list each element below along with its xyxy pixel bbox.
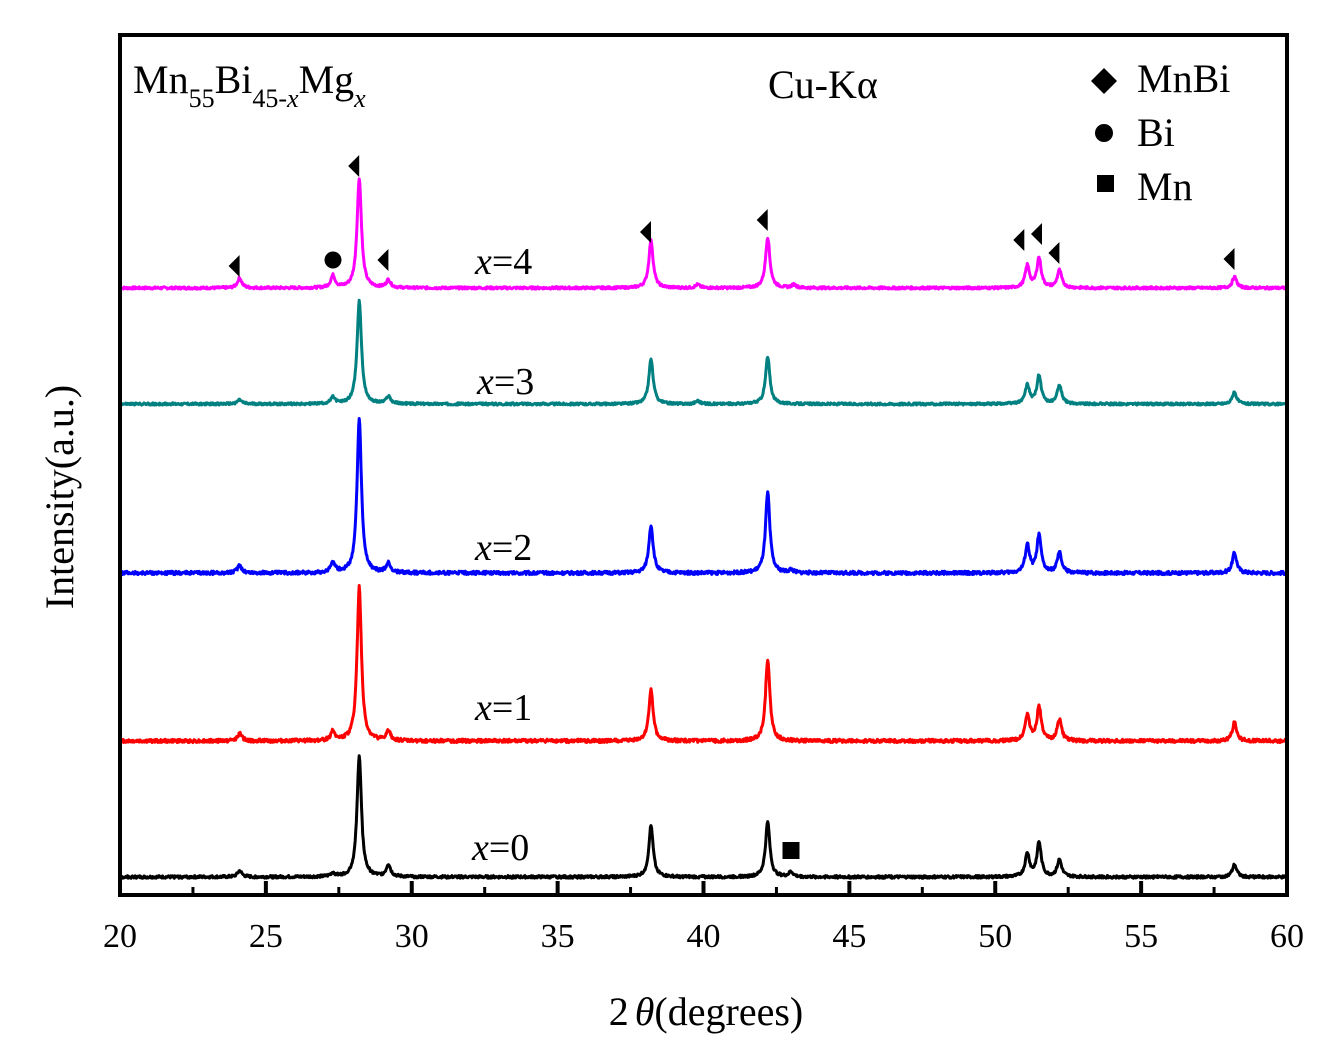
mnbi-peak-marker — [1223, 248, 1235, 270]
axis-layer: 20 25 30 35 40 45 50 55 60 — [103, 881, 1304, 955]
peak-marker-layer — [228, 155, 1235, 859]
mnbi-peak-marker — [377, 249, 389, 271]
series-line-0 — [119, 177, 1289, 291]
x-tick-label: 35 — [541, 918, 575, 955]
mnbi-peak-marker — [1031, 223, 1043, 245]
legend-marker-square — [1097, 175, 1114, 192]
series-label-3: x=1 — [474, 687, 532, 729]
mnbi-peak-marker — [640, 221, 652, 243]
series-label-1: x=3 — [476, 361, 534, 403]
mnbi-peak-marker — [228, 255, 240, 277]
x-tick-label: 60 — [1270, 918, 1304, 955]
legend-label-bi: Bi — [1137, 110, 1175, 155]
x-tick-label: 40 — [687, 918, 721, 955]
composition-label: Mn55Bi45-xMgx — [133, 57, 366, 113]
series-line-1 — [118, 298, 1289, 407]
x-tick-label: 25 — [249, 918, 283, 955]
x-tick-label: 55 — [1124, 918, 1158, 955]
mnbi-peak-marker — [1013, 229, 1025, 251]
legend-marker-circle — [1095, 124, 1113, 142]
series-line-2 — [118, 417, 1289, 577]
bi-peak-marker — [324, 251, 342, 269]
series-label-4: x=0 — [471, 827, 529, 869]
mn-peak-marker — [782, 842, 800, 859]
plot-frame — [118, 33, 1289, 897]
series-label-0: x=4 — [474, 241, 532, 283]
y-axis-title: Intensity(a.u.) — [37, 385, 82, 609]
x-tick-label: 20 — [103, 918, 137, 955]
mnbi-peak-marker — [348, 155, 360, 177]
mnbi-peak-marker — [1048, 242, 1060, 264]
mnbi-peak-marker — [756, 209, 768, 231]
x-tick-label: 30 — [395, 918, 429, 955]
series-line-3 — [118, 584, 1289, 745]
legend-label-mnbi: MnBi — [1137, 56, 1230, 101]
legend: MnBi Bi Mn — [1091, 56, 1230, 209]
x-axis-title: 2 θ(degrees) — [609, 989, 803, 1034]
series-layer: x=4 x=3 x=2 x=1 x=0 — [118, 177, 1289, 880]
series-label-2: x=2 — [474, 527, 532, 569]
radiation-label: Cu-Kα — [768, 62, 878, 107]
series-line-4 — [119, 754, 1288, 880]
legend-label-mn: Mn — [1137, 164, 1193, 209]
legend-marker-diamond — [1091, 68, 1117, 94]
x-tick-label: 50 — [978, 918, 1012, 955]
x-tick-label: 45 — [832, 918, 866, 955]
